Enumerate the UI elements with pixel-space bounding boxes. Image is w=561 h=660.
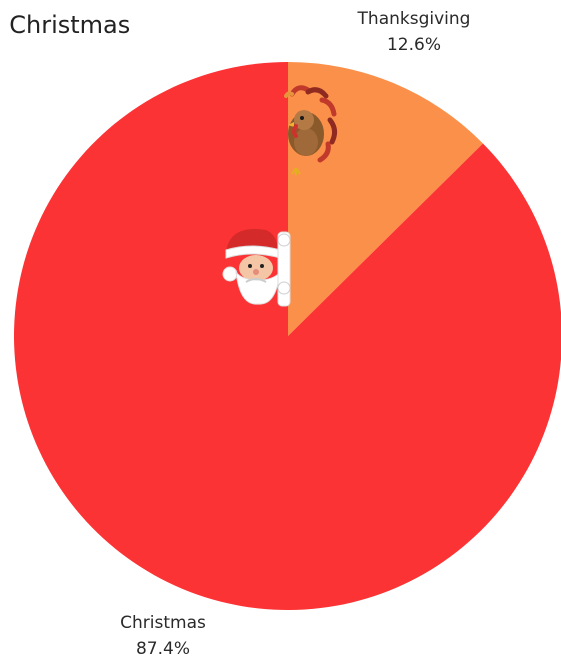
labels-group: Thanksgiving 12.6% Christmas 87.4% xyxy=(120,9,470,659)
pie-slice-christmas xyxy=(14,62,561,610)
slices-group xyxy=(14,62,561,610)
santa-icon xyxy=(222,228,291,307)
slice-name-label: Christmas xyxy=(120,613,206,633)
turkey-icon xyxy=(284,85,338,175)
slice-value-label: 12.6% xyxy=(387,35,441,55)
slice-value-label: 87.4% xyxy=(136,639,190,659)
chart-title: . Christmas xyxy=(0,11,130,39)
slice-name-label: Thanksgiving xyxy=(357,9,471,29)
